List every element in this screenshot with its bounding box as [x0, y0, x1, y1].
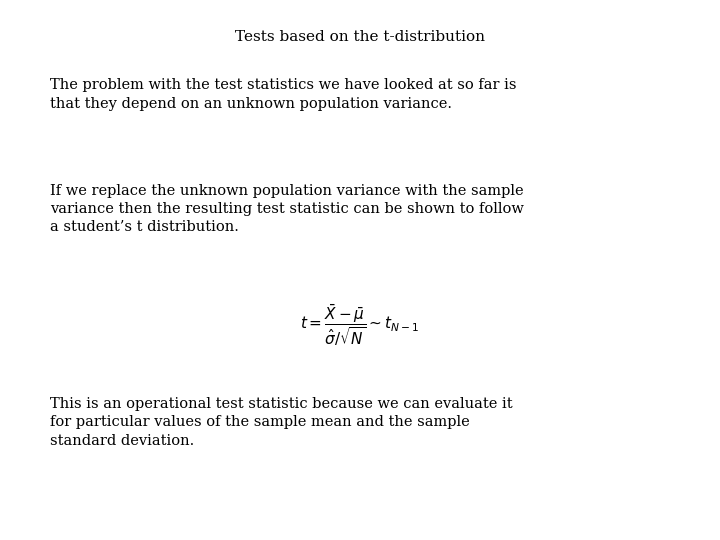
Text: $t = \dfrac{\bar{X} - \bar{\mu}}{\hat{\sigma} / \sqrt{N}} \sim t_{N-1}$: $t = \dfrac{\bar{X} - \bar{\mu}}{\hat{\s…: [300, 302, 420, 348]
Text: The problem with the test statistics we have looked at so far is
that they depen: The problem with the test statistics we …: [50, 78, 517, 111]
Text: This is an operational test statistic because we can evaluate it
for particular : This is an operational test statistic be…: [50, 397, 513, 448]
Text: Tests based on the t-distribution: Tests based on the t-distribution: [235, 30, 485, 44]
Text: If we replace the unknown population variance with the sample
variance then the : If we replace the unknown population var…: [50, 184, 524, 234]
